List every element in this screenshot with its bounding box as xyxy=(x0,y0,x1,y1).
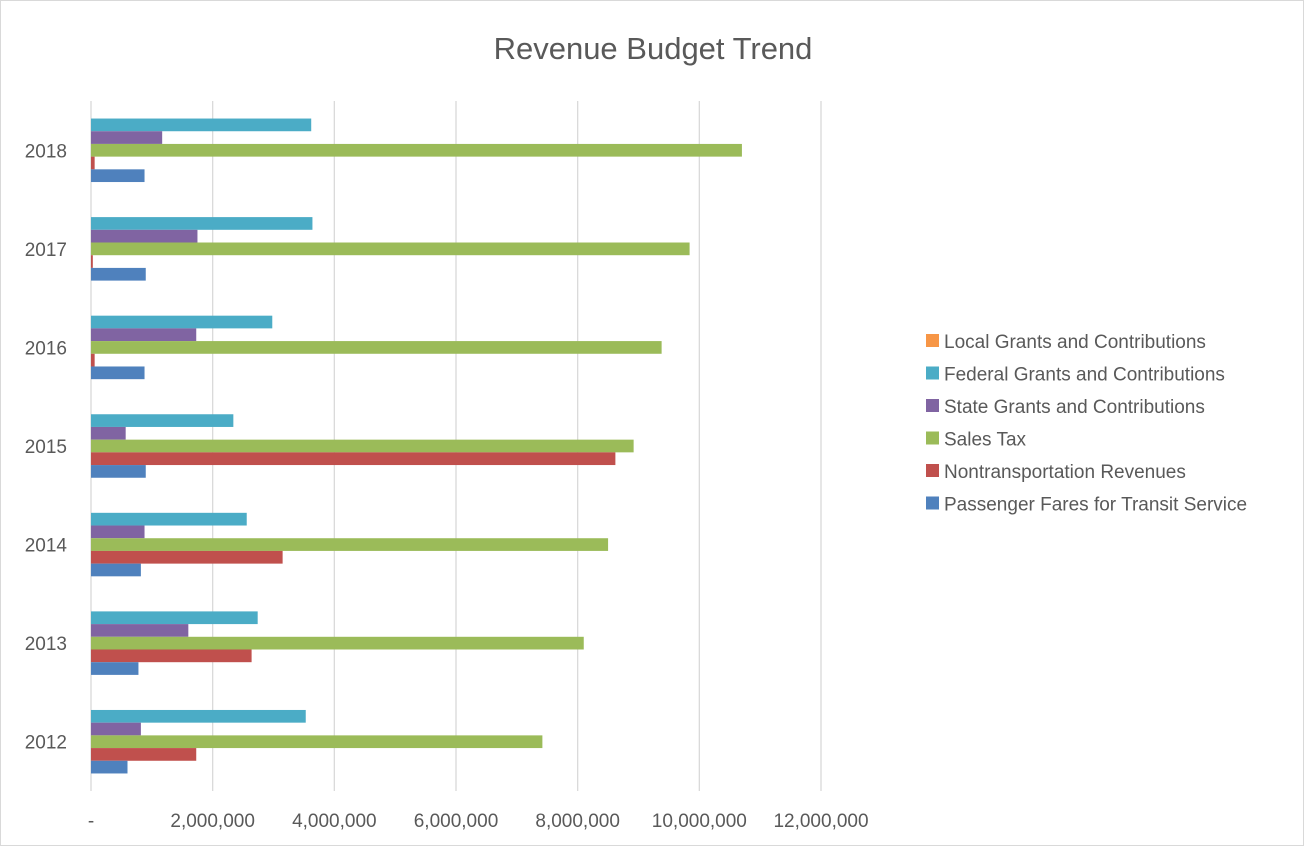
y-tick-label: 2018 xyxy=(25,141,67,162)
legend-swatch xyxy=(926,399,939,412)
bar xyxy=(91,315,273,329)
legend-swatch xyxy=(926,366,939,380)
bar xyxy=(91,328,197,342)
bar xyxy=(91,426,126,440)
bar xyxy=(91,538,609,551)
bar xyxy=(91,452,616,466)
bar xyxy=(91,143,742,157)
bar xyxy=(91,353,95,367)
bar xyxy=(91,131,163,144)
x-tick-label: - xyxy=(88,811,94,832)
bar xyxy=(91,525,145,539)
bar xyxy=(91,550,283,564)
y-tick-label: 2013 xyxy=(25,634,67,655)
x-tick-label: 4,000,000 xyxy=(292,811,377,832)
legend-label: Passenger Fares for Transit Service xyxy=(944,495,1247,516)
bar xyxy=(91,649,252,663)
legend: Local Grants and Contributions Federal Gr… xyxy=(926,332,1247,516)
legend-swatch xyxy=(926,431,939,445)
legend-label: State Grants and Contributions xyxy=(944,397,1205,418)
bar xyxy=(91,512,247,526)
bar xyxy=(91,217,313,230)
bar xyxy=(91,636,584,650)
bar xyxy=(91,563,141,577)
y-tick-label: 2012 xyxy=(25,733,67,754)
x-tick-label: 6,000,000 xyxy=(414,811,499,832)
legend-swatch xyxy=(926,464,939,477)
bar xyxy=(91,662,139,675)
bar xyxy=(91,465,146,478)
bar xyxy=(91,341,662,354)
bars xyxy=(91,118,742,774)
bar xyxy=(91,439,634,453)
x-tick-label: 10,000,000 xyxy=(652,811,747,832)
chart-title: Revenue Budget Trend xyxy=(494,31,813,66)
y-axis: 2012 2013 2014 2015 2016 2017 2018 xyxy=(25,141,68,753)
y-tick-label: 2016 xyxy=(25,338,67,359)
bar xyxy=(91,624,189,637)
legend-item: Sales Tax xyxy=(926,430,1027,451)
legend-swatch xyxy=(926,496,939,510)
x-tick-label: 2,000,000 xyxy=(170,811,255,832)
legend-item: Nontransportation Revenues xyxy=(926,462,1186,483)
legend-item: Passenger Fares for Transit Service xyxy=(926,495,1247,516)
bar xyxy=(91,118,312,132)
y-tick-label: 2015 xyxy=(25,437,67,458)
bar xyxy=(91,760,128,774)
bar xyxy=(91,735,543,749)
bar xyxy=(91,229,198,243)
bar xyxy=(91,242,690,256)
bar xyxy=(91,255,93,268)
x-tick-label: 8,000,000 xyxy=(535,811,620,832)
bar xyxy=(91,366,145,380)
bar xyxy=(91,156,95,170)
bar xyxy=(91,709,306,723)
legend-item: Federal Grants and Contributions xyxy=(926,365,1225,386)
legend-item: Local Grants and Contributions xyxy=(926,332,1206,353)
x-axis: - 2,000,000 4,000,000 6,000,000 8,000,000 10,… xyxy=(88,811,869,832)
y-tick-label: 2014 xyxy=(25,536,68,557)
bar xyxy=(91,748,197,761)
legend-item: State Grants and Contributions xyxy=(926,397,1205,418)
legend-label: Nontransportation Revenues xyxy=(944,462,1186,483)
bar xyxy=(91,611,258,625)
legend-label: Federal Grants and Contributions xyxy=(944,365,1225,386)
bar xyxy=(91,267,146,281)
bar xyxy=(91,169,145,183)
bar xyxy=(91,414,234,427)
legend-label: Local Grants and Contributions xyxy=(944,332,1206,353)
x-tick-label: 12,000,000 xyxy=(773,811,868,832)
y-tick-label: 2017 xyxy=(25,240,67,261)
bar xyxy=(91,722,141,736)
legend-label: Sales Tax xyxy=(944,430,1027,451)
legend-swatch xyxy=(926,334,939,347)
